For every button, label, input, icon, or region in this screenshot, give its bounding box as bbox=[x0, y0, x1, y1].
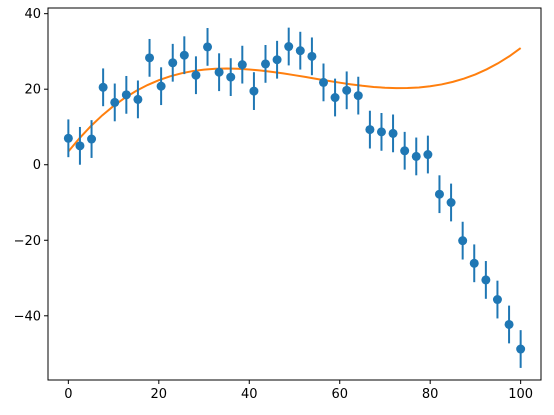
data-point bbox=[87, 134, 97, 144]
y-tick-label: −40 bbox=[14, 309, 41, 324]
data-point bbox=[516, 344, 526, 354]
data-point bbox=[237, 60, 247, 70]
y-tick-label: 0 bbox=[33, 158, 41, 173]
errorbar-group bbox=[67, 27, 522, 368]
data-point bbox=[272, 55, 282, 65]
data-point bbox=[295, 46, 305, 56]
data-points-group bbox=[63, 42, 526, 354]
data-point bbox=[365, 125, 375, 135]
x-tick-label: 100 bbox=[508, 387, 533, 402]
data-point bbox=[330, 93, 340, 103]
data-point bbox=[145, 53, 155, 63]
data-point bbox=[446, 197, 456, 207]
data-point bbox=[434, 189, 444, 199]
plot-frame bbox=[47, 7, 542, 381]
data-point bbox=[400, 146, 410, 156]
data-point bbox=[411, 151, 421, 161]
data-point bbox=[261, 59, 271, 69]
y-tick-label: −20 bbox=[14, 234, 41, 249]
x-tick-label: 20 bbox=[151, 387, 168, 402]
data-point bbox=[284, 42, 294, 52]
data-point bbox=[214, 67, 224, 77]
axes-group: 0 20 40 60 80 100 −40 −20 0 20 40 bbox=[14, 7, 542, 402]
y-tick-label: 40 bbox=[24, 7, 41, 22]
data-point bbox=[249, 86, 259, 96]
fit-curve-group bbox=[67, 47, 522, 153]
y-tick-label: 20 bbox=[24, 83, 41, 98]
data-point bbox=[110, 97, 120, 107]
data-point bbox=[307, 51, 317, 61]
data-point bbox=[388, 128, 398, 138]
data-point bbox=[469, 258, 479, 268]
data-point bbox=[492, 295, 502, 305]
x-tick-label: 40 bbox=[241, 387, 258, 402]
data-point bbox=[481, 275, 491, 285]
data-point bbox=[156, 81, 166, 91]
data-point bbox=[63, 133, 73, 143]
data-point bbox=[203, 42, 213, 52]
data-point bbox=[121, 90, 131, 100]
data-point bbox=[353, 91, 363, 101]
x-tick-label: 0 bbox=[64, 387, 72, 402]
data-point bbox=[318, 77, 328, 87]
data-point bbox=[179, 50, 189, 60]
data-point bbox=[504, 319, 514, 329]
data-point bbox=[423, 150, 433, 160]
data-point bbox=[376, 127, 386, 137]
data-point bbox=[98, 82, 108, 92]
data-point bbox=[458, 236, 468, 246]
data-point bbox=[168, 58, 178, 68]
x-tick-label: 60 bbox=[331, 387, 348, 402]
data-point bbox=[133, 94, 143, 104]
data-point bbox=[191, 70, 201, 80]
data-point bbox=[75, 141, 85, 151]
fit-curve-line bbox=[67, 47, 522, 153]
x-tick-label: 80 bbox=[422, 387, 439, 402]
data-point bbox=[226, 72, 236, 82]
data-point bbox=[342, 85, 352, 95]
